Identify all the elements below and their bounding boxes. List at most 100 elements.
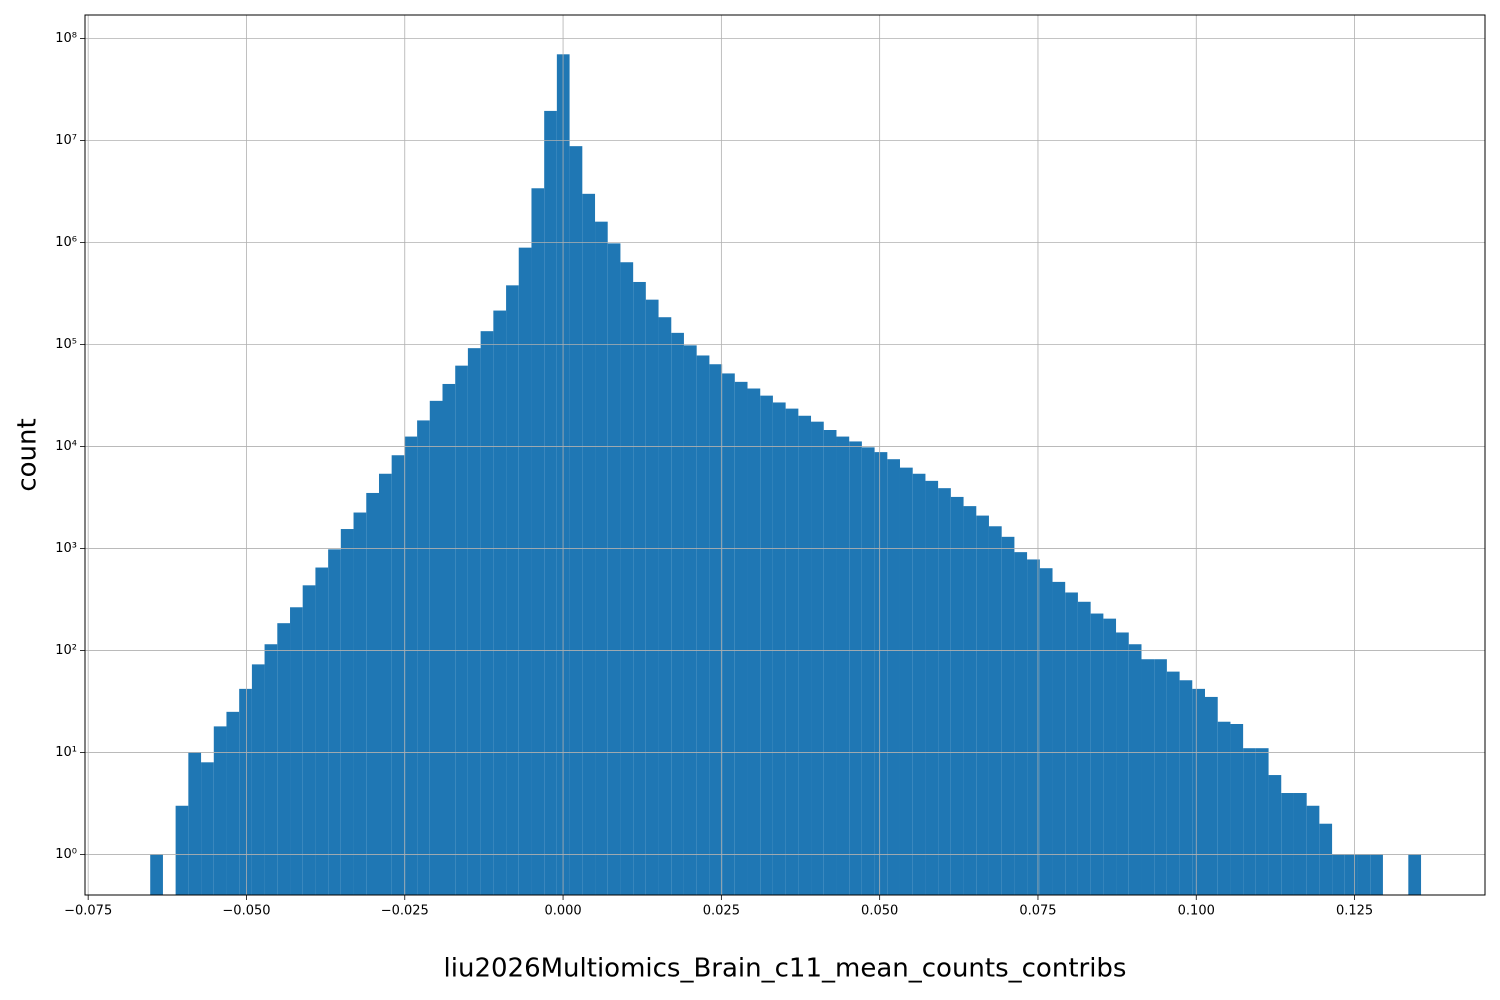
bar [1281, 793, 1294, 895]
bar [645, 299, 659, 895]
bar [531, 188, 545, 895]
bar [1154, 659, 1167, 895]
bar [747, 388, 761, 895]
bar [1243, 748, 1256, 895]
bar [1141, 659, 1155, 895]
bar [760, 395, 773, 895]
x-tick-label: 0.050 [861, 904, 898, 919]
bar [493, 310, 507, 895]
bar [302, 585, 316, 895]
bar [1332, 854, 1345, 895]
bar [874, 452, 888, 895]
bar [1179, 680, 1193, 895]
bar [1268, 775, 1282, 895]
y-tick-label: 10⁷ [55, 133, 77, 148]
bar [1014, 552, 1028, 895]
bar [823, 430, 837, 895]
bar [239, 688, 252, 895]
x-tick-label: −0.075 [64, 904, 112, 919]
bar [836, 436, 850, 895]
bar [963, 506, 977, 895]
bar [1408, 854, 1422, 895]
bar [849, 441, 862, 895]
bar [1103, 618, 1117, 895]
bar [391, 455, 405, 895]
x-tick-label: 0.000 [544, 904, 581, 919]
bar [518, 247, 532, 896]
bar [213, 726, 227, 895]
y-tick-label: 10⁰ [55, 847, 77, 862]
bar [353, 512, 367, 895]
bar [467, 348, 481, 895]
bar [887, 459, 900, 895]
bar [506, 285, 519, 895]
bar [315, 567, 329, 895]
bar [226, 711, 240, 895]
bar [251, 664, 265, 895]
y-tick-label: 10⁵ [55, 337, 77, 352]
bar [1357, 854, 1371, 895]
x-tick-label: 0.025 [703, 904, 740, 919]
bar [1027, 559, 1040, 895]
bar [798, 415, 812, 895]
bar [709, 364, 723, 896]
bar [633, 281, 646, 896]
bar [938, 488, 951, 895]
bar [785, 408, 799, 895]
x-tick-label: 0.125 [1336, 904, 1373, 919]
bar [1217, 721, 1231, 895]
bar [925, 480, 939, 895]
bar [671, 332, 684, 895]
bar [1192, 688, 1205, 895]
y-tick-label: 10² [55, 643, 77, 658]
bar [404, 436, 418, 895]
bar [1205, 696, 1218, 895]
bar [1077, 601, 1091, 895]
bar [683, 345, 697, 895]
bar [328, 549, 341, 895]
bar [480, 331, 494, 895]
bar [988, 526, 1002, 895]
bar [1293, 793, 1307, 895]
y-tick-label: 10⁸ [55, 31, 77, 46]
bar [1230, 723, 1244, 895]
plot-frame [84, 14, 1486, 896]
bar [340, 529, 354, 895]
bar [1052, 581, 1066, 895]
bar [290, 607, 303, 895]
x-axis-label: liu2026Multiomics_Brain_c11_mean_counts_… [444, 954, 1127, 984]
bar [772, 402, 786, 895]
bar [950, 496, 964, 895]
bar [595, 221, 608, 895]
bar [582, 193, 596, 896]
bar [442, 383, 456, 895]
bar [696, 355, 710, 896]
bar [1128, 644, 1142, 895]
y-tick-label: 10⁴ [55, 439, 77, 454]
y-tick-label: 10³ [55, 541, 77, 556]
bar [1319, 823, 1333, 895]
bar [734, 381, 748, 895]
x-tick-label: 0.100 [1178, 904, 1215, 919]
y-axis-label: count [13, 418, 43, 491]
bar [1001, 536, 1015, 895]
bar [188, 752, 202, 895]
bar [861, 447, 875, 895]
bar [150, 854, 163, 895]
bar [722, 373, 735, 896]
bar [1116, 632, 1129, 895]
bar [1065, 592, 1078, 895]
bar [899, 467, 913, 895]
x-tick-label: 0.075 [1019, 904, 1056, 919]
bar [429, 400, 443, 895]
bar [607, 243, 621, 895]
y-tick-label: 10¹ [55, 745, 77, 760]
bar [175, 805, 189, 895]
bar [201, 762, 214, 895]
bar [1166, 671, 1180, 895]
bar [1255, 748, 1269, 895]
bar [1039, 568, 1053, 895]
bar [1306, 805, 1320, 895]
bar [264, 644, 278, 895]
